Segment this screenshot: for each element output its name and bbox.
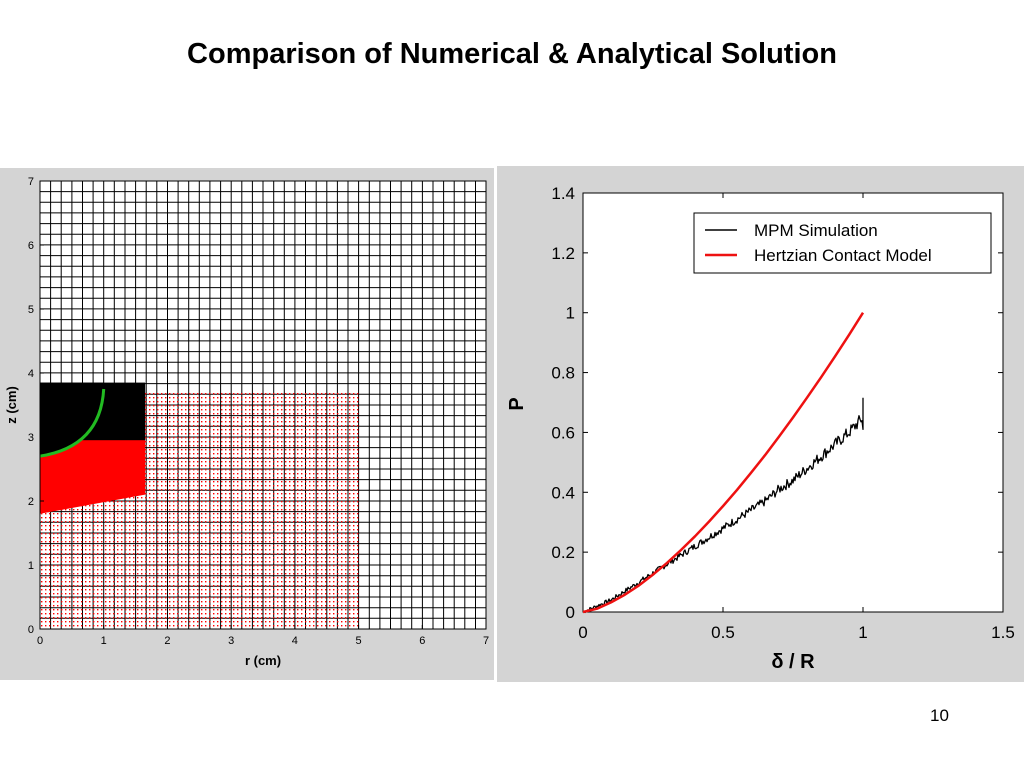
force-indentation-chart: 0 0.5 1 1.5 0 0.2 0.4 0.6 0.8 1 1.2 1.4 MPM Simula… bbox=[506, 184, 1015, 673]
y-tick-label: 1.4 bbox=[551, 184, 575, 203]
y-tick-label: 0 bbox=[28, 624, 34, 636]
y-axis-ticks: 0 0.2 0.4 0.6 0.8 1 1.2 1.4 bbox=[551, 184, 1003, 622]
series-hertzian-contact-model bbox=[582, 312, 865, 614]
y-tick-label: 5 bbox=[28, 304, 34, 316]
contact-surface-curve bbox=[40, 388, 106, 458]
y-tick-label: 0.6 bbox=[551, 423, 575, 442]
x-tick-label: 6 bbox=[419, 635, 425, 647]
y-axis-label: z (cm) bbox=[4, 386, 19, 424]
legend-box bbox=[693, 212, 992, 274]
grid-plot-frame bbox=[39, 180, 487, 630]
y-tick-label: 2 bbox=[28, 496, 34, 508]
y-tick-label: 1 bbox=[566, 304, 575, 323]
x-tick-label: 5 bbox=[356, 635, 362, 647]
x-tick-label: 4 bbox=[292, 635, 298, 647]
y-tick-label: 1 bbox=[28, 560, 34, 572]
y-tick-label: 0 bbox=[566, 603, 575, 622]
y-tick-label: 1.2 bbox=[551, 244, 575, 263]
material-regions bbox=[40, 382, 359, 629]
x-tick-label: 0 bbox=[578, 623, 587, 642]
x-tick-label: 3 bbox=[228, 635, 234, 647]
y-axis-ticks: 0 1 2 3 4 5 6 7 bbox=[28, 176, 44, 636]
sphere-interior bbox=[40, 382, 104, 457]
x-tick-label: 2 bbox=[164, 635, 170, 647]
mpm-grid-plot: 0 1 2 3 4 5 6 7 0 1 2 3 4 5 6 7 r (cm) z (cm) bbox=[4, 176, 489, 668]
legend: MPM Simulation Hertzian Contact Model bbox=[693, 212, 992, 274]
x-tick-label: 1 bbox=[858, 623, 867, 642]
y-tick-label: 0.4 bbox=[551, 483, 575, 502]
y-tick-label: 3 bbox=[28, 432, 34, 444]
legend-label-hertz: Hertzian Contact Model bbox=[754, 246, 932, 265]
y-tick-label: 7 bbox=[28, 176, 34, 188]
x-axis-label: r (cm) bbox=[245, 653, 281, 668]
x-tick-label: 1.5 bbox=[991, 623, 1015, 642]
series-lines bbox=[582, 312, 865, 614]
x-axis-ticks: 0 1 2 3 4 5 6 7 bbox=[37, 625, 489, 647]
force-indentation-panel: 0 0.5 1 1.5 0 0.2 0.4 0.6 0.8 1 1.2 1.4 MPM Simula… bbox=[497, 166, 1024, 682]
y-tick-label: 4 bbox=[28, 368, 34, 380]
y-axis-label: P bbox=[506, 397, 528, 410]
y-tick-label: 0.2 bbox=[551, 543, 575, 562]
y-tick-label: 6 bbox=[28, 240, 34, 252]
x-axis-label: δ / R bbox=[771, 651, 815, 673]
x-tick-label: 0.5 bbox=[711, 623, 735, 642]
x-axis-ticks: 0 0.5 1 1.5 bbox=[578, 193, 1015, 642]
x-tick-label: 1 bbox=[101, 635, 107, 647]
x-tick-label: 7 bbox=[483, 635, 489, 647]
mpm-grid-panel: 0 1 2 3 4 5 6 7 0 1 2 3 4 5 6 7 r (cm) z (cm) bbox=[0, 168, 494, 680]
legend-label-mpm: MPM Simulation bbox=[754, 221, 878, 240]
slide-title: Comparison of Numerical & Analytical Sol… bbox=[187, 38, 837, 70]
series-mpm-simulation bbox=[582, 397, 864, 614]
x-tick-label: 0 bbox=[37, 635, 43, 647]
page-number: 10 bbox=[930, 706, 949, 725]
y-tick-label: 0.8 bbox=[551, 364, 575, 383]
